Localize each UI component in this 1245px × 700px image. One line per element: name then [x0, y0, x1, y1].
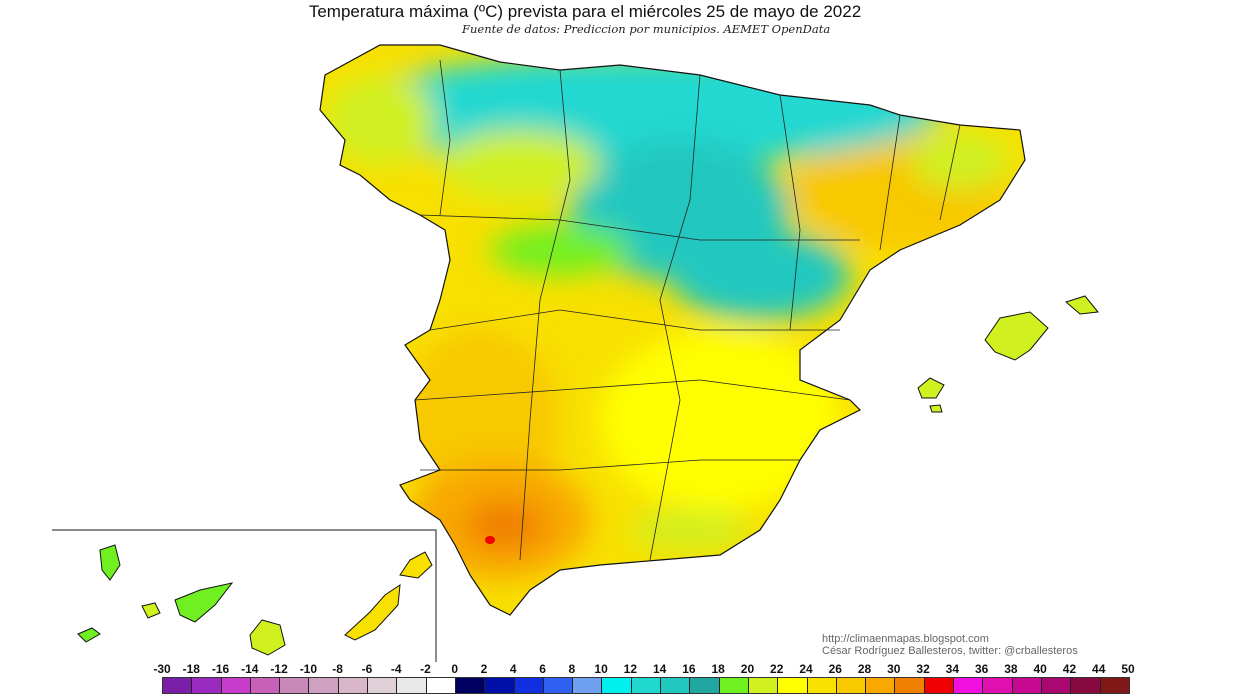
- legend-label: 34: [945, 662, 960, 676]
- legend-swatch: [455, 678, 486, 693]
- legend-swatch: [836, 678, 867, 693]
- legend-swatch: [1100, 678, 1129, 693]
- legend-swatch: [895, 678, 925, 693]
- legend-label: 40: [1033, 662, 1047, 676]
- legend-label: -12: [270, 662, 288, 676]
- legend-label: -4: [390, 662, 402, 676]
- legend-swatch: [1071, 678, 1101, 693]
- legend-label: 26: [828, 662, 842, 676]
- credits: http://climaenmapas.blogspot.com César R…: [822, 633, 1078, 657]
- color-legend: [162, 677, 1130, 694]
- mainland-spain: [320, 45, 1025, 615]
- legend-swatch: [221, 678, 251, 693]
- legend-label: 42: [1062, 662, 1077, 676]
- legend-swatch: [983, 678, 1013, 693]
- legend-swatch: [778, 678, 808, 693]
- legend-swatch: [426, 678, 456, 693]
- legend-label: 0: [451, 662, 459, 676]
- legend-label: 30: [887, 662, 901, 676]
- legend-label: 2: [480, 662, 488, 676]
- legend-label: -18: [182, 662, 200, 676]
- legend-swatch: [602, 678, 632, 693]
- legend-label: 12: [623, 662, 638, 676]
- legend-swatch: [309, 678, 339, 693]
- legend-swatch: [280, 678, 310, 693]
- legend-label: -30: [153, 662, 171, 676]
- legend-label: 22: [770, 662, 784, 676]
- legend-label: -2: [420, 662, 431, 676]
- legend-swatch: [748, 678, 779, 693]
- legend-swatch: [807, 678, 837, 693]
- legend-label: 16: [682, 662, 696, 676]
- legend-label: 24: [799, 662, 813, 676]
- balearic-islands: [917, 295, 1099, 413]
- legend-swatch: [250, 678, 281, 693]
- legend-label: -8: [332, 662, 343, 676]
- legend-label: 32: [916, 662, 930, 676]
- legend-swatch: [543, 678, 574, 693]
- map-subtitle: Fuente de datos: Prediccion por municipi…: [462, 22, 831, 36]
- legend-swatch: [719, 678, 749, 693]
- legend-label: 38: [1004, 662, 1018, 676]
- legend-swatch: [163, 678, 193, 693]
- legend-swatch: [338, 678, 369, 693]
- legend-swatch: [1041, 678, 1072, 693]
- legend-swatch: [866, 678, 896, 693]
- legend-labels: -30 -18 -16 -14 -12 -10 -8 -6 -4 -2 0 2 4 6 8 10 12 14 16 1…: [0, 662, 1245, 676]
- legend-swatch: [690, 678, 720, 693]
- legend-swatch: [954, 678, 984, 693]
- legend-label: -6: [361, 662, 373, 676]
- legend-label: 28: [857, 662, 872, 676]
- legend-label: 36: [974, 662, 989, 676]
- legend-label: 44: [1092, 662, 1106, 676]
- map-title: Temperatura máxima (ºC) prevista para el…: [308, 2, 862, 21]
- legend-swatch: [397, 678, 427, 693]
- province-borders: [414, 59, 961, 561]
- canary-inset-frame: [52, 529, 437, 662]
- legend-swatch: [661, 678, 691, 693]
- legend-swatch: [485, 678, 515, 693]
- legend-swatch: [631, 678, 662, 693]
- legend-label: 14: [652, 662, 667, 676]
- legend-swatch: [368, 678, 398, 693]
- legend-label: -10: [299, 662, 318, 676]
- legend-label: -16: [211, 662, 230, 676]
- legend-label: 10: [594, 662, 608, 676]
- legend-swatch: [573, 678, 603, 693]
- legend-label: 20: [740, 662, 755, 676]
- legend-swatch: [192, 678, 222, 693]
- legend-label: 6: [539, 662, 546, 676]
- mainland-outline: [319, 44, 1026, 616]
- legend-swatch: [1012, 678, 1042, 693]
- legend-label: 8: [568, 662, 576, 676]
- legend-label: 18: [711, 662, 725, 676]
- legend-label: -14: [241, 662, 259, 676]
- credits-url[interactable]: http://climaenmapas.blogspot.com: [822, 633, 989, 645]
- credits-author: César Rodríguez Ballesteros, twitter: @c…: [822, 645, 1078, 657]
- legend-label: 50: [1121, 662, 1135, 676]
- legend-swatch: [924, 678, 955, 693]
- canary-islands: [77, 544, 433, 656]
- legend-swatch: [514, 678, 544, 693]
- legend-label: 4: [509, 662, 517, 676]
